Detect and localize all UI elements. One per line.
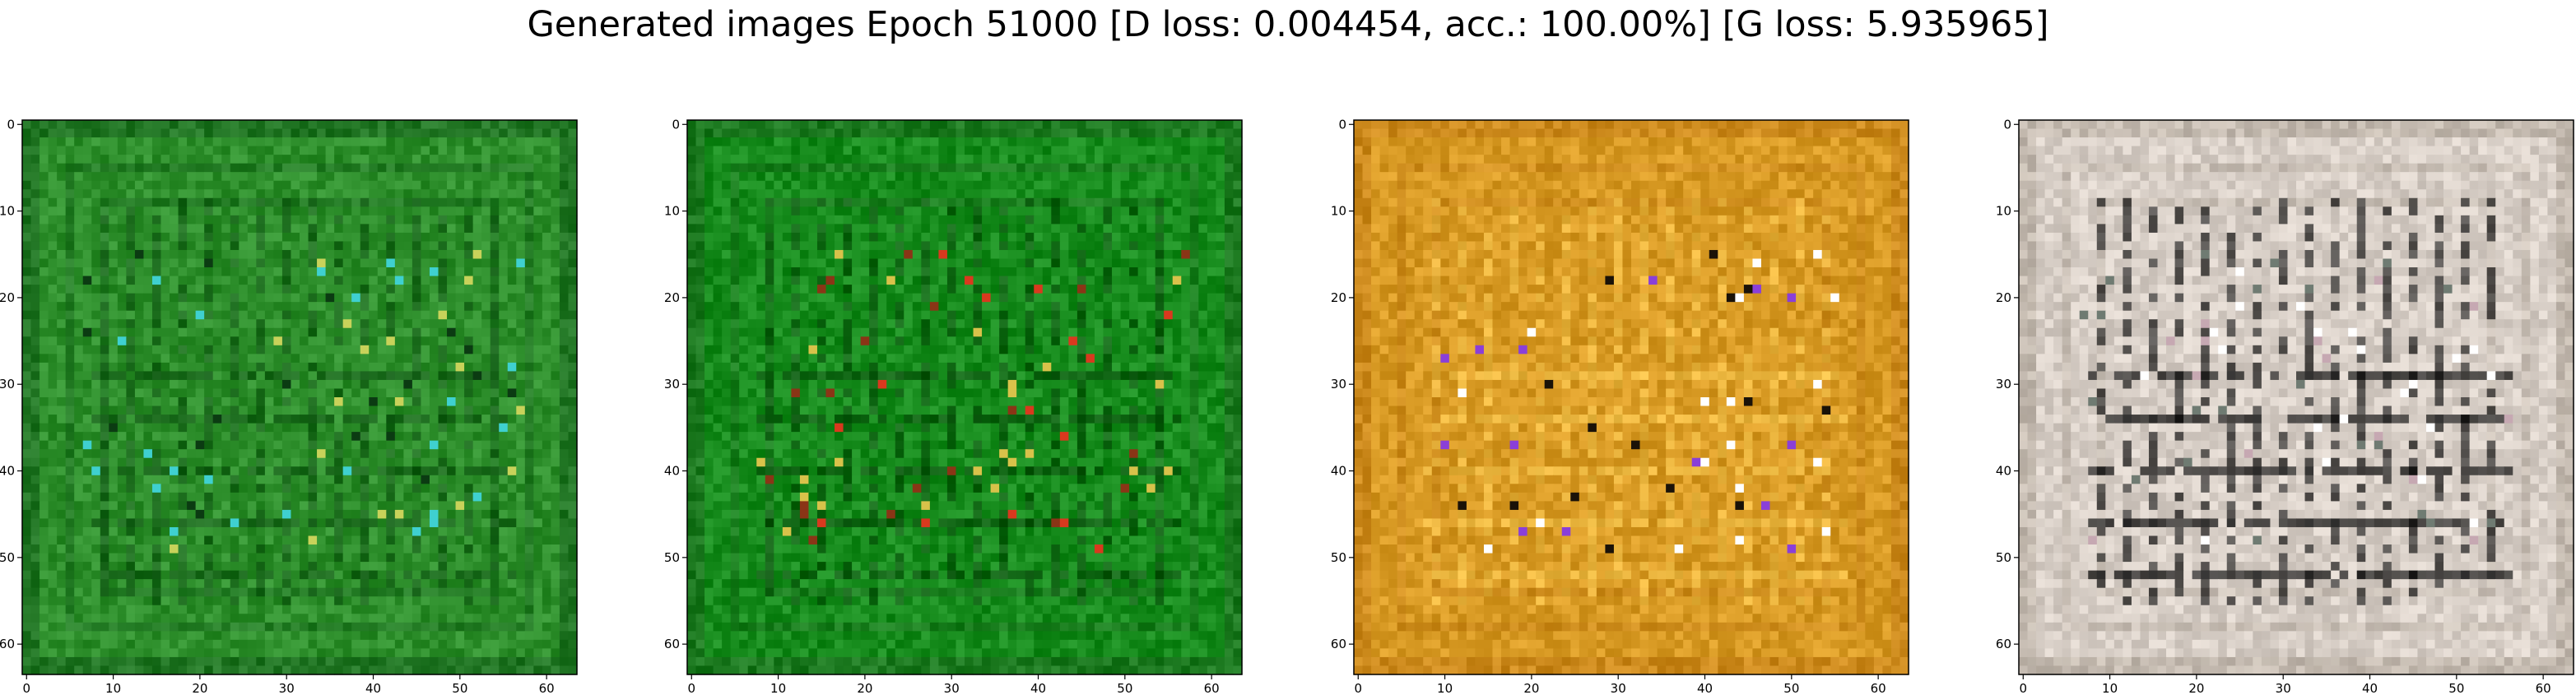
x-tick-label: 30 (1611, 681, 1626, 695)
y-tick-label: 10 (1331, 204, 1346, 219)
generated-image-2: 0 10 20 30 40 50 60 0 10 20 30 40 50 60 (664, 117, 1243, 695)
y-tick-label: 10 (1996, 204, 2011, 219)
image-pixels (1354, 120, 1909, 675)
y-tick-label: 20 (0, 290, 15, 305)
x-tick-label: 0 (2019, 681, 2027, 695)
generated-image-3: 0 10 20 30 40 50 60 0 10 20 30 40 50 60 (1331, 117, 1909, 695)
y-tick-label: 0 (672, 117, 680, 132)
x-tick-label: 40 (1697, 681, 1713, 695)
y-tick-label: 30 (1996, 377, 2011, 392)
y-tick-label: 40 (1331, 464, 1346, 479)
x-tick-label: 60 (2536, 681, 2551, 695)
y-tick-label: 60 (1996, 637, 2011, 651)
axes-frame (1353, 119, 1909, 675)
y-tick-label: 40 (0, 464, 15, 479)
y-tick-label: 0 (7, 117, 15, 132)
x-tick-label: 20 (857, 681, 872, 695)
y-tick-label: 20 (1331, 290, 1346, 305)
x-tick-label: 50 (452, 681, 467, 695)
x-tick-label: 50 (1117, 681, 1132, 695)
x-tick-label: 60 (539, 681, 555, 695)
x-tick-label: 60 (1204, 681, 1220, 695)
y-tick-label: 50 (1996, 550, 2011, 565)
x-tick-label: 10 (105, 681, 121, 695)
y-tick-label: 40 (664, 464, 680, 479)
image-pixels (2019, 120, 2574, 675)
y-tick-label: 50 (0, 550, 15, 565)
x-tick-label: 10 (770, 681, 786, 695)
x-tick-label: 50 (2448, 681, 2464, 695)
image-pixels (22, 120, 578, 675)
x-tick-label: 10 (1437, 681, 1453, 695)
x-tick-label: 20 (1523, 681, 1539, 695)
y-tick-label: 30 (664, 377, 680, 392)
y-tick-label: 60 (1331, 637, 1346, 651)
x-tick-label: 30 (944, 681, 960, 695)
figure-title: Generated images Epoch 51000 [D loss: 0.… (527, 4, 2049, 45)
y-tick-label: 30 (0, 377, 15, 392)
y-tick-label: 20 (664, 290, 680, 305)
y-tick-label: 10 (0, 204, 15, 219)
y-tick-label: 50 (1331, 550, 1346, 565)
x-tick-label: 40 (1030, 681, 1046, 695)
y-tick-label: 30 (1331, 377, 1346, 392)
x-tick-label: 10 (2102, 681, 2118, 695)
x-tick-label: 20 (192, 681, 207, 695)
y-tick-label: 10 (664, 204, 680, 219)
y-tick-label: 40 (1996, 464, 2011, 479)
y-tick-label: 50 (664, 550, 680, 565)
x-tick-label: 50 (1783, 681, 1799, 695)
x-tick-label: 20 (2188, 681, 2204, 695)
y-tick-label: 0 (1338, 117, 1346, 132)
x-tick-label: 30 (279, 681, 295, 695)
axes-frame (21, 119, 578, 675)
x-tick-label: 0 (687, 681, 695, 695)
x-tick-label: 30 (2276, 681, 2291, 695)
y-tick-label: 60 (0, 637, 15, 651)
x-tick-label: 0 (22, 681, 30, 695)
y-tick-label: 20 (1996, 290, 2011, 305)
x-tick-label: 0 (1354, 681, 1362, 695)
axes-frame (2018, 119, 2574, 675)
y-tick-label: 0 (2003, 117, 2011, 132)
x-tick-label: 40 (365, 681, 381, 695)
axes-frame (686, 119, 1243, 675)
image-pixels (687, 120, 1243, 675)
generated-image-1: 0 10 20 30 40 50 60 0 10 20 30 40 50 60 (0, 117, 578, 695)
x-tick-label: 60 (1871, 681, 1886, 695)
x-tick-label: 40 (2362, 681, 2378, 695)
y-tick-label: 60 (664, 637, 680, 651)
